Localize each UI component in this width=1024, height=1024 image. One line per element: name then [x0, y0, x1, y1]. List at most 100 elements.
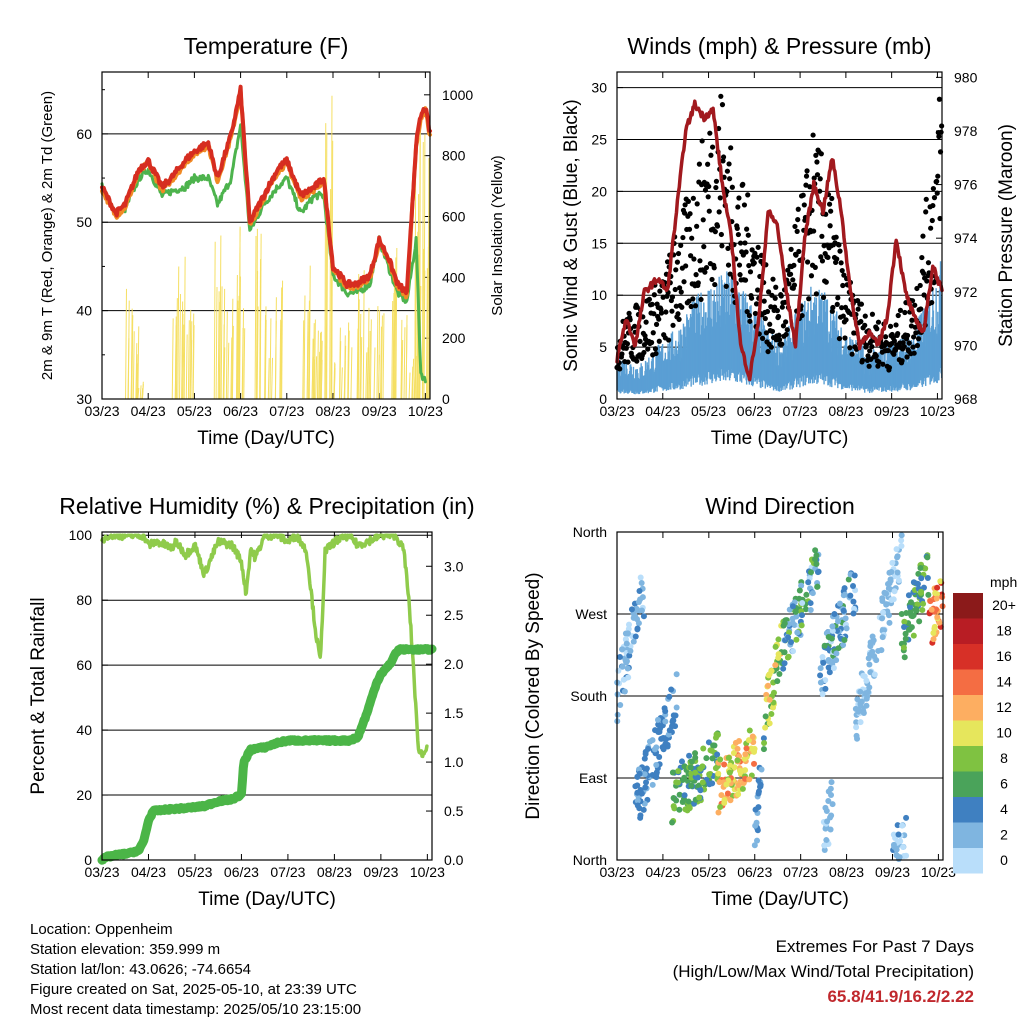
direction-point: [638, 579, 645, 586]
winds-y2label: Station Pressure (Maroon): [996, 124, 1017, 347]
gust-point: [737, 240, 744, 246]
direction-point: [934, 613, 941, 620]
direction-point: [879, 634, 886, 641]
solar-spike: [340, 367, 343, 400]
gust-point: [915, 336, 922, 342]
gust-point: [755, 244, 761, 250]
direction-point: [742, 751, 749, 758]
gust-point: [910, 344, 916, 350]
temperature-y2tick-label: 0: [442, 391, 450, 407]
direction-point: [788, 639, 795, 646]
gust-point: [869, 344, 875, 350]
direction-point: [871, 653, 878, 660]
direction-point: [705, 739, 712, 746]
direction-point: [924, 554, 931, 561]
direction-point: [626, 652, 633, 659]
direction-point: [796, 595, 803, 602]
humidity-xtick-label: 05/23: [177, 864, 212, 880]
gust-point: [664, 259, 671, 265]
gust-point: [766, 289, 772, 295]
direction-point: [673, 671, 680, 678]
solar-spike: [236, 308, 239, 400]
gust-point: [920, 233, 926, 239]
solar-spike: [411, 366, 414, 400]
direction-point: [792, 608, 799, 615]
humidity-y2tick-label: 1.0: [444, 754, 464, 770]
gust-point: [641, 349, 647, 356]
solar-spike: [365, 352, 368, 400]
solar-spike: [359, 313, 362, 400]
temperature-xtick-label: 10/23: [408, 403, 443, 419]
solar-spike: [231, 298, 234, 400]
solar-spike: [187, 320, 190, 400]
direction-point: [753, 819, 760, 826]
gust-point: [617, 366, 623, 372]
gust-point: [935, 173, 941, 179]
direction-xtick-label: 07/23: [783, 864, 818, 880]
gust-point: [796, 248, 802, 255]
temperature-xtick-label: 03/23: [84, 403, 119, 419]
gust-point: [752, 250, 758, 256]
direction-point: [893, 546, 900, 553]
gust-point: [736, 262, 743, 268]
solar-spike: [181, 301, 184, 400]
direction-point: [624, 630, 631, 637]
direction-point: [927, 598, 934, 605]
gust-point: [680, 234, 686, 241]
direction-point: [833, 650, 840, 657]
solar-spike: [403, 327, 406, 400]
solar-spike: [426, 246, 429, 400]
gust-point: [741, 202, 748, 208]
direction-point: [905, 592, 912, 599]
direction-point: [625, 674, 632, 681]
gust-point: [708, 152, 714, 158]
direction-point: [692, 754, 699, 761]
gust-point: [751, 260, 757, 266]
humidity-y2tick-label: 2.5: [444, 607, 464, 623]
direction-point: [736, 767, 743, 774]
gust-point: [866, 363, 872, 369]
direction-point: [932, 590, 939, 597]
gust-point: [931, 195, 938, 201]
gust-point: [653, 350, 659, 357]
direction-point: [718, 792, 725, 799]
direction-point: [933, 595, 940, 602]
direction-point: [799, 599, 806, 606]
solar-spike: [344, 345, 347, 400]
direction-point: [688, 782, 695, 789]
solar-spike: [225, 311, 228, 400]
gust-point: [791, 262, 797, 268]
gust-point: [904, 332, 911, 339]
direction-point: [619, 663, 626, 670]
direction-point: [830, 664, 837, 671]
legend-swatch: [953, 720, 983, 746]
direction-point: [895, 831, 902, 838]
direction-point: [855, 708, 862, 715]
gust-point: [893, 322, 899, 328]
direction-xtick-label: 06/23: [737, 864, 772, 880]
gust-point: [716, 209, 722, 215]
direction-point: [669, 819, 676, 826]
direction-point: [761, 740, 768, 747]
direction-point: [721, 761, 728, 768]
gust-point: [829, 195, 835, 202]
direction-point: [825, 664, 832, 671]
direction-point: [734, 745, 741, 752]
gust-point: [695, 280, 701, 286]
gust-point: [769, 292, 775, 298]
gust-point: [663, 309, 669, 315]
gust-point: [858, 301, 865, 307]
gust-point: [694, 201, 700, 207]
direction-point: [697, 787, 704, 794]
solar-spike: [235, 275, 238, 400]
winds-title: Winds (mph) & Pressure (mb): [627, 33, 931, 59]
gust-point: [725, 245, 731, 252]
direction-point: [636, 588, 643, 595]
direction-point: [675, 768, 682, 775]
direction-point: [910, 612, 917, 619]
direction-point: [914, 601, 921, 608]
temperature-y2tick-label: 800: [442, 148, 466, 164]
direction-point: [628, 606, 635, 613]
direction-point: [638, 607, 645, 614]
legend-swatch: [953, 593, 983, 619]
